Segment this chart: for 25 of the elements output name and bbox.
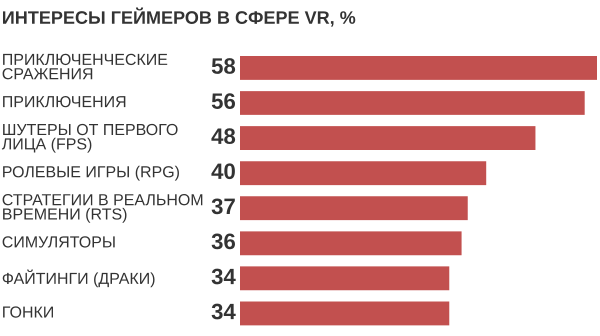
bar — [240, 231, 462, 256]
bar — [240, 302, 450, 326]
y-tick-label: ГОНКИ — [3, 306, 53, 318]
data-label: 36 — [212, 234, 235, 250]
data-label: 58 — [212, 58, 236, 74]
y-tick-label: ПРИКЛЮЧЕНЧЕСКИЕ СРАЖЕНИЯ — [2, 54, 168, 80]
y-tick-label: СИМУЛЯТОРЫ — [2, 236, 115, 248]
bar — [240, 161, 486, 186]
bar — [240, 196, 468, 220]
data-label: 40 — [211, 163, 235, 180]
bar — [240, 266, 450, 290]
data-label: 34 — [212, 268, 236, 284]
data-label: 56 — [212, 93, 235, 109]
y-tick-label: ФАЙТИНГИ (ДРАКИ) — [2, 269, 155, 288]
bar — [240, 91, 585, 115]
y-tick-label: РОЛЕВЫЕ ИГРЫ (RPG) — [3, 166, 179, 181]
y-tick-label: ПРИКЛЮЧЕНИЯ — [3, 96, 126, 108]
chart-title: ИНТЕРЕСЫ ГЕЙМЕРОВ В СФЕРЕ VR, % — [3, 7, 356, 27]
data-label: 48 — [211, 128, 236, 144]
y-tick-label: ШУТЕРЫ ОТ ПЕРВОГО ЛИЦА (FPS) — [2, 124, 178, 153]
y-tick-label: СТРАТЕГИИ В РЕАЛЬНОМ ВРЕМЕНИ (RTS) — [2, 194, 202, 223]
bar — [240, 126, 536, 150]
bar — [240, 56, 597, 80]
data-label: 37 — [212, 198, 235, 214]
data-label: 34 — [212, 304, 236, 320]
